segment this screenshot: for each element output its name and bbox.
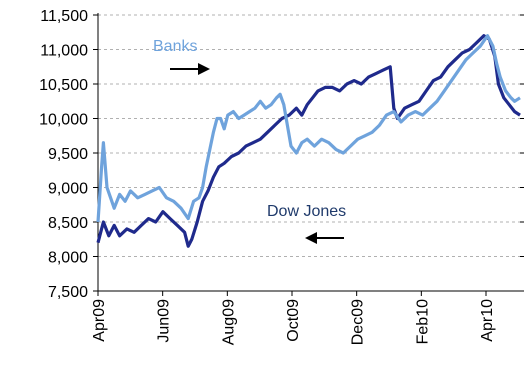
y-tick-label: 10,500 bbox=[39, 77, 88, 94]
y-tick-label: 7,500 bbox=[48, 284, 88, 301]
y-tick-label: 9,500 bbox=[48, 146, 88, 163]
x-tick-label: Dec09 bbox=[350, 299, 367, 345]
y-tick-label: 11,500 bbox=[40, 8, 88, 25]
y-tick-label: 11,000 bbox=[40, 43, 88, 60]
y-tick-label: 9,000 bbox=[48, 181, 88, 198]
series-line-banks bbox=[96, 34, 521, 223]
x-tick-label: Aug09 bbox=[220, 299, 237, 345]
y-tick-labels: 7,500 8,000 8,500 9,000 9,500 10,000 10,500 11,… bbox=[39, 8, 88, 301]
x-tick-label: Oct09 bbox=[285, 299, 302, 342]
annotations: Banks Dow Jones bbox=[153, 38, 346, 244]
series-lines bbox=[96, 34, 521, 248]
gridlines bbox=[98, 14, 520, 257]
axes bbox=[93, 13, 524, 296]
x-tick-label: Feb10 bbox=[414, 299, 431, 344]
series-line-dow bbox=[96, 34, 521, 248]
x-tick-label: Apr10 bbox=[479, 299, 496, 342]
annotation-dow-jones: Dow Jones bbox=[267, 203, 346, 220]
y-tick-label: 10,000 bbox=[39, 112, 88, 129]
x-tick-label: Jun09 bbox=[156, 299, 173, 343]
x-tick-label: Apr09 bbox=[91, 299, 108, 342]
y-tick-label: 8,500 bbox=[48, 215, 88, 232]
y-tick-label: 8,000 bbox=[48, 250, 88, 267]
x-tick-labels: Apr09 Jun09 Aug09 Oct09 Dec09 Feb10 Apr10 bbox=[91, 299, 496, 345]
arrow-right-head bbox=[198, 63, 210, 75]
arrow-left-head bbox=[305, 232, 317, 244]
annotation-banks: Banks bbox=[153, 38, 197, 55]
